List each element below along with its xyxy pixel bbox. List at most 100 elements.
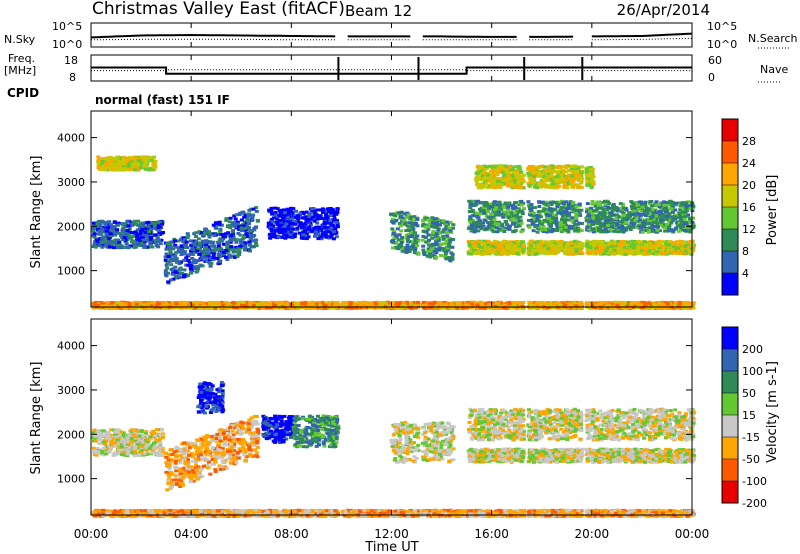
data-cell	[395, 227, 400, 231]
data-cell	[248, 233, 253, 237]
data-cell	[396, 238, 401, 242]
data-cell	[248, 249, 252, 253]
data-cell	[173, 270, 178, 274]
data-cell	[193, 265, 198, 269]
data-cell	[219, 232, 224, 236]
data-cell	[512, 216, 517, 220]
data-cell	[109, 156, 114, 160]
data-cell	[403, 222, 408, 226]
data-cell	[184, 256, 189, 260]
data-cell	[234, 213, 239, 217]
data-cell	[119, 245, 124, 249]
data-cell	[153, 241, 158, 245]
data-cell	[602, 213, 607, 217]
data-cell	[101, 235, 106, 239]
data-cell	[99, 163, 104, 167]
data-cell	[482, 211, 487, 215]
data-cell	[493, 251, 498, 255]
data-cell	[127, 227, 132, 230]
noise-panel: N.Sky 10^5 10^0 10^5 10^0 N.Search	[4, 20, 798, 51]
data-cell	[498, 164, 503, 168]
data-cell	[617, 215, 622, 219]
data-cell	[123, 232, 128, 235]
data-cell	[294, 209, 299, 213]
data-cell	[578, 213, 583, 217]
data-cell	[148, 238, 153, 242]
data-cell	[310, 207, 315, 211]
data-cell	[283, 213, 288, 217]
data-cell	[498, 202, 503, 206]
data-cell	[680, 206, 685, 210]
data-cell	[407, 221, 412, 225]
data-cell	[91, 221, 96, 225]
data-cell	[143, 230, 148, 234]
data-cell	[472, 246, 477, 249]
data-cell	[183, 258, 188, 262]
data-cell	[448, 238, 453, 242]
data-cell	[291, 233, 296, 237]
data-cell	[431, 225, 436, 228]
data-cell	[177, 271, 182, 275]
data-cell	[542, 207, 547, 211]
data-cell	[603, 202, 608, 206]
frequency-tick-top: 18	[64, 54, 78, 67]
data-cell	[406, 213, 411, 217]
data-cell	[211, 255, 216, 259]
data-cell	[129, 157, 134, 161]
data-cell	[473, 250, 478, 254]
data-cell	[431, 231, 435, 235]
data-cell	[324, 235, 329, 239]
data-cell	[238, 224, 243, 228]
data-cell	[403, 212, 408, 216]
data-cell	[290, 222, 295, 226]
data-cell	[421, 248, 426, 252]
data-cell	[108, 165, 113, 169]
data-cell	[639, 203, 644, 207]
data-cell	[284, 234, 289, 238]
data-cell	[406, 235, 411, 239]
data-cell	[565, 243, 570, 247]
data-cell	[124, 233, 129, 237]
data-cell	[602, 211, 607, 215]
data-cell	[331, 218, 336, 222]
data-cell	[317, 227, 322, 231]
data-cell	[549, 230, 554, 234]
data-cell	[196, 237, 201, 241]
data-cell	[571, 179, 576, 183]
data-cell	[501, 205, 506, 209]
data-cell	[114, 164, 119, 168]
data-cell	[103, 237, 108, 241]
data-cell	[425, 218, 430, 222]
data-cell	[309, 229, 314, 233]
data-cell	[208, 264, 213, 268]
data-cell	[134, 222, 139, 226]
data-cell	[650, 208, 655, 212]
data-cell	[487, 179, 492, 183]
data-cell	[590, 212, 595, 216]
data-cell	[527, 205, 532, 208]
data-cell	[643, 200, 648, 204]
data-cell	[185, 246, 190, 249]
data-cell	[287, 211, 292, 215]
data-cell	[243, 241, 248, 245]
data-cell	[573, 228, 578, 231]
data-cell	[502, 250, 506, 254]
data-cell	[558, 245, 563, 249]
data-cell	[189, 269, 194, 273]
data-cell	[114, 240, 118, 244]
data-cell	[277, 231, 282, 235]
data-cell	[173, 243, 178, 247]
data-cell	[281, 209, 286, 213]
data-cell	[427, 238, 432, 242]
data-cell	[103, 242, 108, 246]
data-cell	[295, 218, 300, 222]
data-cell	[428, 249, 433, 253]
data-cell	[683, 201, 688, 205]
data-cell	[125, 229, 130, 233]
data-cell	[489, 182, 494, 185]
data-cell	[168, 240, 173, 244]
data-cell	[397, 222, 402, 225]
data-cell	[528, 208, 533, 212]
data-cell	[130, 165, 135, 169]
data-cell	[434, 217, 439, 221]
